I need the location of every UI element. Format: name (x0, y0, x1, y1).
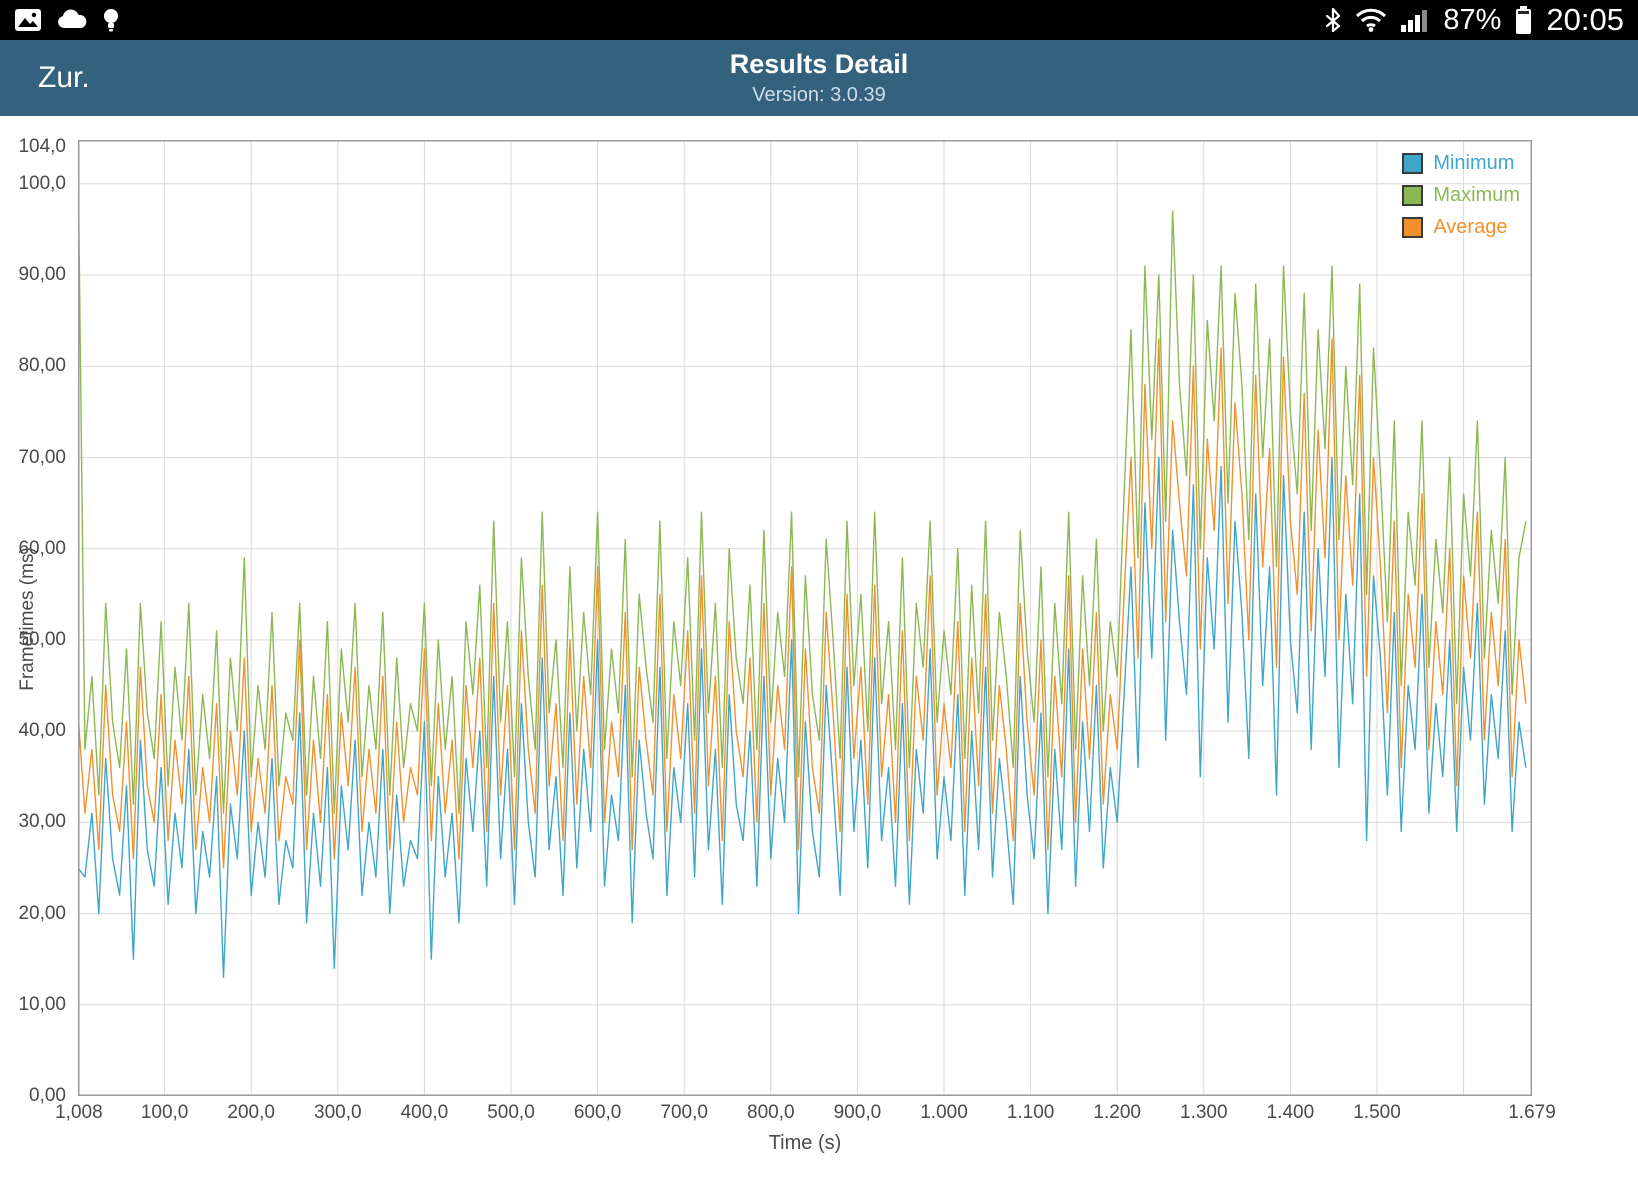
series-line-minimum (78, 456, 1527, 979)
x-tick: 1.400 (1266, 1102, 1315, 1123)
y-tick: 60,00 (18, 537, 66, 559)
x-tick: 100,0 (140, 1102, 189, 1123)
page-title: Results Detail (729, 49, 909, 79)
x-tick: 300,0 (314, 1102, 362, 1123)
y-tick: 104,0 (18, 136, 66, 158)
legend-label-maximum: Maximum (1433, 184, 1520, 206)
legend-swatch-average (1402, 217, 1424, 238)
legend-swatch-maximum (1402, 185, 1424, 206)
title-block: Results Detail Version: 3.0.39 (0, 40, 1638, 116)
x-tick: 1.300 (1180, 1102, 1228, 1123)
x-tick: 1,008 (55, 1102, 103, 1123)
y-tick: 10,00 (18, 993, 66, 1015)
x-tick: 1.200 (1093, 1102, 1141, 1123)
status-bar-left (14, 7, 120, 33)
series-line-average (78, 338, 1527, 869)
y-tick-labels: 104,0 100,0 90,00 80,00 70,00 60,00 50,00 40,00… (0, 136, 72, 1106)
y-tick: 20,00 (18, 902, 66, 924)
x-tick: 1.100 (1006, 1102, 1055, 1123)
y-tick: 80,00 (18, 355, 66, 377)
y-tick: 40,00 (18, 720, 66, 742)
y-tick: 100,0 (18, 172, 66, 194)
x-tick: 1.000 (920, 1102, 968, 1123)
x-tick: 1.679 (1508, 1102, 1556, 1123)
plot-area: Minimum Maximum Average (78, 140, 1532, 1096)
y-tick: 30,00 (18, 811, 66, 833)
legend-swatch-minimum (1402, 153, 1424, 174)
battery-icon (1515, 6, 1532, 34)
app-bar: Zur. Results Detail Version: 3.0.39 (0, 40, 1638, 116)
x-tick: 600,0 (573, 1102, 622, 1123)
x-tick: 1.500 (1353, 1102, 1401, 1123)
x-axis-title: Time (s) (768, 1132, 842, 1154)
signal-icon (1401, 8, 1429, 32)
bluetooth-icon (1325, 7, 1341, 33)
clock: 20:05 (1546, 2, 1624, 37)
y-tick: 90,00 (18, 264, 66, 285)
cloud-icon (56, 9, 88, 31)
x-tick: 700,0 (660, 1102, 708, 1123)
x-tick: 800,0 (747, 1102, 795, 1123)
version-subtitle: Version: 3.0.39 (752, 84, 886, 106)
status-bar-right: 87% 20:05 (1325, 0, 1624, 40)
y-tick: 50,00 (18, 628, 66, 650)
gallery-icon (14, 8, 42, 32)
x-tick: 500,0 (487, 1102, 535, 1123)
y-tick: 70,00 (18, 446, 66, 468)
wifi-icon (1355, 8, 1387, 32)
x-tick: 400,0 (400, 1102, 449, 1123)
x-tick: 200,0 (227, 1102, 275, 1123)
legend-label-average: Average (1433, 216, 1508, 238)
x-tick-labels: 1,008 100,0 200,0 300,0 400,0 500,0 600,0 700,0… (0, 1102, 1638, 1132)
lightbulb-icon (102, 7, 120, 33)
battery-percent: 87% (1443, 4, 1502, 36)
x-tick: 900,0 (833, 1102, 882, 1123)
status-bar: 87% 20:05 (0, 0, 1638, 40)
chart-content: Frametimes (ms) 104,0 100,0 90,00 80,00 70,0… (0, 116, 1638, 1200)
legend-label-minimum: Minimum (1433, 152, 1515, 174)
legend-item-minimum: Minimum (1402, 152, 1520, 175)
chart-legend: Minimum Maximum Average (1402, 152, 1520, 239)
y-tick: 0,00 (29, 1085, 66, 1106)
legend-item-maximum: Maximum (1402, 184, 1520, 207)
frametimes-chart (78, 140, 1532, 1096)
back-button[interactable]: Zur. (38, 61, 90, 94)
series-line-maximum (78, 147, 1527, 814)
legend-item-average: Average (1402, 216, 1520, 239)
